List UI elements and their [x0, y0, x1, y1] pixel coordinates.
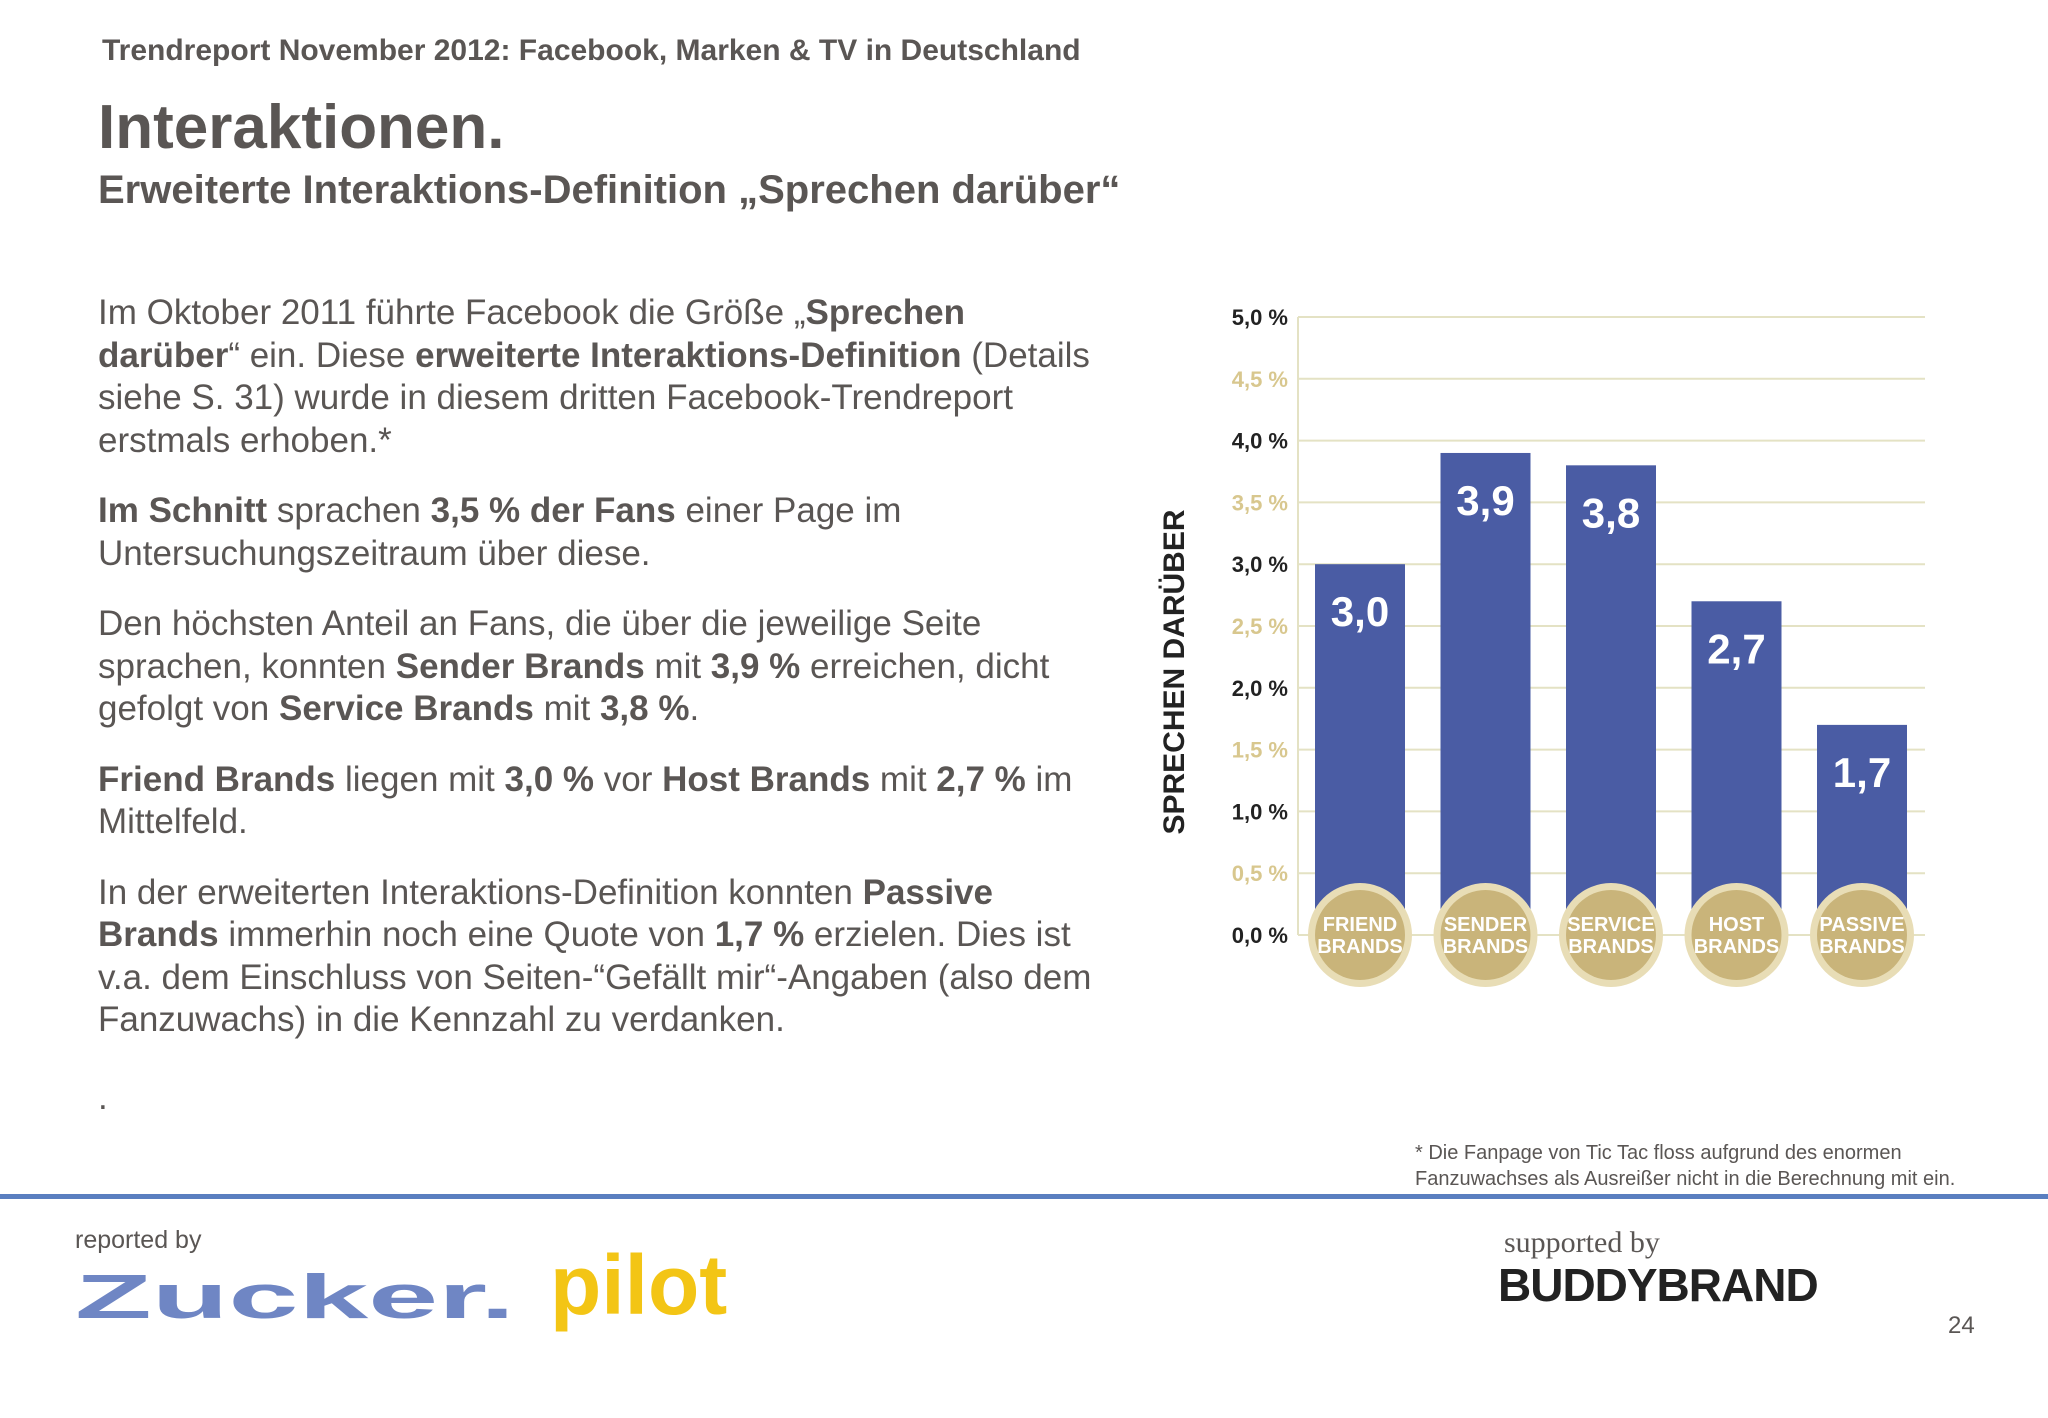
y-tick-label: 0,5 % — [1232, 861, 1288, 886]
category-label: BRANDS — [1568, 936, 1654, 958]
y-axis-label: SPRECHEN DARÜBER — [1158, 509, 1191, 834]
category-label: PASSIVE — [1819, 914, 1904, 936]
text-run: mit — [644, 646, 711, 686]
y-tick-label: 4,0 % — [1232, 429, 1288, 454]
category-badge — [1817, 890, 1907, 980]
y-tick-label: 3,5 % — [1232, 490, 1288, 515]
category-label: HOST — [1709, 914, 1765, 936]
bold-run: 2,7 % — [936, 759, 1026, 799]
bar-value-label: 1,7 — [1833, 749, 1891, 796]
y-tick-label: 1,5 % — [1232, 738, 1288, 763]
bold-run: 3,8 % — [599, 689, 690, 728]
text-run: Den höchsten Anteil an Fans, die über di… — [98, 604, 982, 686]
text-run: In der erweiterten Interaktions-Definiti… — [98, 872, 863, 912]
text-run: (Details siehe S. 31) wurde in diesem dr… — [98, 335, 1090, 460]
bar-value-label: 3,8 — [1582, 489, 1640, 536]
text-run: mit — [870, 759, 937, 799]
body-text: Im Oktober 2011 führte Facebook die Größ… — [98, 292, 1098, 1070]
text-run: sprachen — [267, 491, 431, 530]
paragraph: Im Schnitt sprachen 3,5 % der Fans einer… — [98, 490, 1098, 575]
y-tick-label: 1,0 % — [1232, 799, 1288, 824]
page-title: Interaktionen. — [98, 93, 505, 162]
footer-divider — [0, 1194, 2048, 1199]
y-tick-label: 0,0 % — [1232, 923, 1288, 948]
category-badge — [1691, 890, 1782, 980]
bold-run: 3,5 % der Fans — [430, 491, 676, 530]
category-badge — [1315, 890, 1405, 980]
text-run: im Mittelfeld. — [98, 759, 1073, 842]
y-tick-label: 2,5 % — [1232, 614, 1288, 639]
bold-run: Host Brands — [662, 759, 871, 799]
category-label: BRANDS — [1443, 936, 1529, 958]
page-subtitle: Erweiterte Interaktions-Definition „Spre… — [98, 168, 1121, 212]
text-run: “ ein. Diese — [228, 335, 416, 375]
bold-run: Sprechen darüber — [98, 293, 965, 375]
text-run: Im Oktober 2011 führte Facebook die Größ… — [98, 293, 806, 332]
text-run: liegen mit — [335, 759, 505, 799]
report-header: Trendreport November 2012: Facebook, Mar… — [102, 34, 1081, 67]
paragraph: Friend Brands liegen mit 3,0 % vor Host … — [98, 759, 1098, 844]
buddybrand-logo: BUDDYBRAND — [1498, 1259, 1819, 1311]
category-badges: FRIENDBRANDSSENDERBRANDSSERVICEBRANDSHOS… — [1308, 883, 1914, 987]
category-label: BRANDS — [1317, 936, 1403, 958]
category-badge — [1440, 890, 1531, 980]
text-run: mit — [533, 689, 600, 728]
zucker-logo: Zucker. — [75, 1270, 515, 1330]
bar-value-label: 3,9 — [1456, 477, 1514, 524]
bold-run: erweiterte Interaktions-Definition — [415, 335, 962, 375]
text-run: einer Page im Untersuchungszeitraum über… — [98, 491, 902, 573]
bar-value-label: 3,0 — [1331, 588, 1389, 635]
trailing-dot: . — [98, 1078, 108, 1117]
bar — [1440, 452, 1531, 935]
pilot-logo: pilot — [550, 1242, 727, 1332]
bold-run: Passive Brands — [98, 872, 993, 955]
zucker-logo-text: Zucker. — [75, 1270, 515, 1330]
bar — [1691, 601, 1782, 935]
category-label: BRANDS — [1819, 936, 1905, 958]
bar-value-label: 2,7 — [1707, 625, 1765, 672]
bar-chart: 0,0 % 0,5 % 1,0 % 1,5 % 2,0 % 2,5 % 3,0 % 3,5 %… — [1158, 305, 1925, 987]
pilot-logo-text: pilot — [550, 1242, 727, 1332]
y-tick-label: 4,5 % — [1232, 367, 1288, 392]
category-label: SERVICE — [1567, 914, 1654, 936]
bold-run: Friend Brands — [98, 759, 336, 799]
bars: 3,0 3,9 3,8 2,7 1,7 — [1315, 452, 1907, 935]
bold-run: 3,0 % — [504, 759, 595, 799]
y-tick-label: 3,0 % — [1232, 552, 1288, 577]
bold-run: Service Brands — [278, 689, 534, 728]
text-run: . — [689, 689, 700, 728]
y-tick-label: 2,0 % — [1232, 676, 1288, 701]
supported-by-label: supported by — [1504, 1226, 1660, 1259]
bold-run: Im Schnitt — [98, 491, 268, 530]
category-label: FRIEND — [1323, 914, 1397, 936]
text-run: erreichen, dicht gefolgt von — [98, 646, 1050, 729]
y-tick-label: 5,0 % — [1232, 305, 1288, 330]
paragraph: Den höchsten Anteil an Fans, die über di… — [98, 603, 1098, 731]
bold-run: 3,9 % — [710, 646, 801, 686]
bold-run: 1,7 % — [714, 915, 805, 954]
footnote: * Die Fanpage von Tic Tac floss aufgrund… — [1415, 1142, 1956, 1190]
paragraph: Im Oktober 2011 führte Facebook die Größ… — [98, 292, 1098, 462]
y-axis-ticks: 0,0 % 0,5 % 1,0 % 1,5 % 2,0 % 2,5 % 3,0 % 3,5 %… — [1232, 305, 1288, 948]
text-run: erzielen. Dies ist v.a. dem Einschluss v… — [98, 915, 1092, 1039]
text-run: vor — [594, 759, 663, 799]
text-run: immerhin noch eine Quote von — [218, 915, 715, 954]
paragraph: In der erweiterten Interaktions-Definiti… — [98, 872, 1098, 1042]
category-label: SENDER — [1444, 914, 1528, 936]
bar — [1566, 465, 1656, 935]
reported-by-label: reported by — [75, 1226, 202, 1254]
page-number: 24 — [1948, 1312, 1975, 1339]
bold-run: Sender Brands — [395, 646, 645, 686]
bar — [1315, 564, 1405, 935]
category-badge — [1566, 890, 1656, 980]
category-label: BRANDS — [1694, 936, 1780, 958]
